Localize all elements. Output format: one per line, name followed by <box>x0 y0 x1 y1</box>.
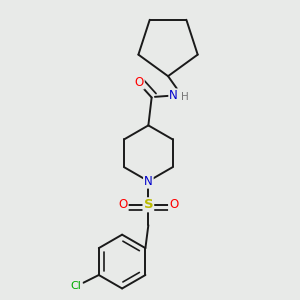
Text: N: N <box>169 89 178 102</box>
Text: N: N <box>144 175 153 188</box>
Text: O: O <box>118 198 128 211</box>
Text: S: S <box>143 198 153 211</box>
Text: O: O <box>169 198 178 211</box>
Text: Cl: Cl <box>71 281 82 291</box>
Text: O: O <box>134 76 144 88</box>
Text: H: H <box>181 92 188 102</box>
